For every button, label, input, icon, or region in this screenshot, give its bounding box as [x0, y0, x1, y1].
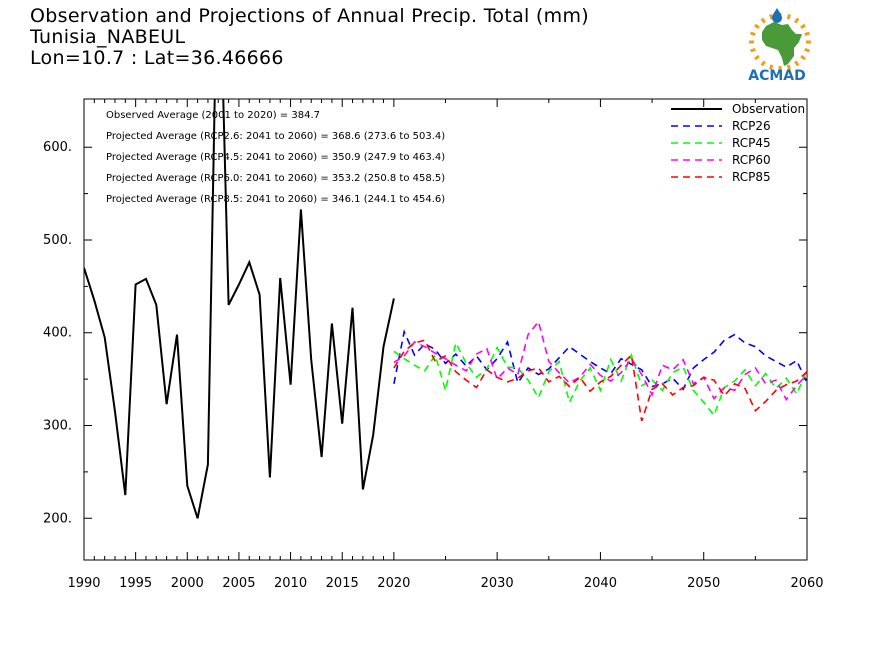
chart-title: Observation and Projections of Annual Pr…	[30, 5, 589, 27]
series-line-rcp45	[393, 340, 807, 417]
legend-label-rcp85: RCP85	[732, 170, 771, 184]
stat-annotation: Projected Average (RCP8.5: 2041 to 2060)…	[106, 194, 445, 205]
sun-rays-icon	[749, 13, 811, 71]
x-tick-label: 1990	[67, 576, 100, 591]
africa-map-icon	[762, 22, 802, 66]
stat-annotation: Projected Average (RCP4.5: 2041 to 2060)…	[106, 152, 445, 163]
legend-label-rcp45: RCP45	[732, 136, 771, 150]
sun-ray	[804, 31, 810, 37]
sun-ray	[760, 17, 766, 24]
x-tick-label: 2005	[222, 576, 255, 591]
stat-annotation: Projected Average (RCP2.6: 2041 to 2060)…	[106, 131, 445, 142]
title-block: Observation and Projections of Annual Pr…	[30, 6, 589, 69]
stat-annotation: Projected Average (RCP6.0: 2041 to 2060)…	[106, 173, 445, 184]
stat-annotation: Observed Average (2001 to 2020) = 384.7	[106, 110, 320, 121]
water-drop-icon	[772, 8, 782, 23]
acmad-logo: ACMAD	[748, 8, 811, 84]
sun-ray	[760, 60, 766, 67]
sun-ray	[768, 13, 774, 20]
series-line-rcp85	[393, 339, 807, 422]
series-line-rcp26	[393, 329, 807, 391]
x-tick-label: 2010	[274, 576, 307, 591]
sun-ray	[750, 47, 756, 53]
x-tick-label: 2040	[584, 576, 617, 591]
sun-ray	[786, 64, 792, 71]
plot-frame	[83, 98, 808, 561]
x-tick-label: 2050	[687, 576, 720, 591]
x-tick-label: 2060	[790, 576, 823, 591]
legend-label-observation: Observation	[732, 102, 805, 116]
logo-text: ACMAD	[748, 68, 806, 84]
y-tick-label: 200.	[43, 511, 72, 526]
x-tick-label: 2015	[326, 576, 359, 591]
x-tick-label: 2000	[171, 576, 204, 591]
series-line-observation	[84, 99, 395, 519]
legend-label-rcp26: RCP26	[732, 119, 771, 133]
sun-ray	[754, 23, 760, 30]
sun-ray	[794, 17, 800, 24]
axes-frame	[83, 98, 808, 561]
y-tick-label: 300.	[43, 419, 72, 434]
sun-ray	[754, 54, 760, 61]
x-tick-label: 1995	[119, 576, 152, 591]
sun-ray	[750, 31, 756, 37]
y-tick-label: 600.	[43, 140, 72, 155]
coordinates-label: Lon=10.7 : Lat=36.46666	[30, 47, 284, 69]
sun-ray	[794, 60, 800, 67]
sun-ray	[800, 23, 806, 30]
x-tick-label: 2020	[377, 576, 410, 591]
sun-ray	[804, 47, 810, 53]
series-layer	[84, 99, 807, 519]
sun-ray	[786, 13, 792, 20]
sun-ray	[768, 64, 774, 71]
stat-annotations: Observed Average (2001 to 2020) = 384.7 P…	[106, 110, 445, 205]
sun-ray	[800, 54, 806, 61]
x-tick-label: 2030	[481, 576, 514, 591]
series-line-rcp60	[393, 319, 807, 401]
axis-ticks: 200. 300. 400. 500. 600. 1990 1995 2000 2005 2010…	[43, 99, 824, 591]
location-label: Tunisia_NABEUL	[30, 26, 186, 48]
y-tick-label: 400.	[43, 326, 72, 341]
legend-label-rcp60: RCP60	[732, 153, 771, 167]
legend: Observation RCP26 RCP45 RCP60 RCP85	[671, 102, 805, 184]
y-tick-label: 500.	[43, 233, 72, 248]
